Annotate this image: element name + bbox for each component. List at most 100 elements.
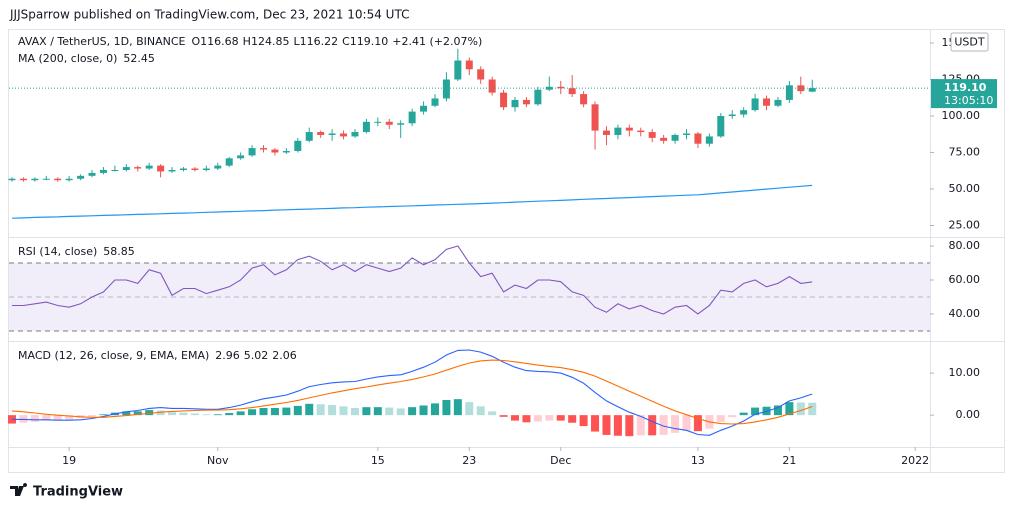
y-tick-label: 100.00 [942,109,981,122]
candle-body [54,178,62,181]
histogram-bar [225,413,234,416]
y-tick-label: 0.00 [956,408,981,421]
x-tick-label: 2022 [901,454,929,467]
y-tick-label: 50.00 [949,182,981,195]
candle-body [465,60,473,70]
candle-body [42,178,50,180]
candle-body [408,111,416,124]
y-tick-label: 25.00 [949,218,981,231]
candle-body [740,110,748,115]
histogram-bar [408,407,417,416]
candle-body [648,132,656,138]
candle-body [305,132,313,141]
candle-body [534,89,542,105]
candle-body [500,92,508,108]
histogram-bar [602,415,611,435]
candle-body [420,105,428,112]
rsi-value: 58.85 [103,245,135,258]
candle-body [797,85,805,92]
histogram-bar [248,409,257,416]
histogram-bar [293,405,302,416]
y-tick-label: 60.00 [949,273,981,286]
candle-body [682,133,690,135]
histogram-bar [236,411,245,416]
histogram-bar [648,415,657,436]
symbol-title: AVAX / TetherUS, 1D, BINANCE [18,35,186,48]
candle-body [614,127,622,135]
histogram-bar [682,415,691,431]
ma-line [11,184,813,219]
candle-body [179,168,187,170]
candle-body [168,169,176,172]
ohlc-letter: O [192,35,201,48]
histogram-bar [362,407,371,416]
histogram-bar [545,415,554,421]
histogram-bar [499,415,508,417]
histogram-bar [808,402,817,416]
candle-body [397,123,405,125]
histogram-bar [796,402,805,416]
candle-body [260,148,268,150]
histogram-bar [739,412,748,416]
y-tick-label: 10.00 [949,366,981,379]
candle-body [77,175,85,179]
candle-body [248,148,256,156]
candle-body [111,169,119,171]
candle-body [763,98,771,106]
histogram-bar [168,412,177,416]
candle-body [522,99,530,105]
histogram-bar [373,407,382,416]
candle-body [351,132,359,137]
histogram-value: 2.96 [215,349,240,362]
candle-body [191,168,199,170]
histogram-bar [785,402,794,416]
candle-body [431,98,439,106]
candle-body [340,133,348,137]
change-value: +2.41 (+2.07%) [392,35,482,48]
candle-body [637,130,645,133]
candle-body [511,99,519,108]
histogram-bar [282,407,291,416]
candle-body [728,114,736,116]
rsi-line [12,245,813,315]
histogram-bar [316,404,325,416]
y-tick-label: 80.00 [949,239,981,252]
candle-body [568,88,576,95]
ohlc-value: 119.10 [350,35,389,48]
candle-body [557,86,565,89]
last-price-tag [931,79,997,109]
candle-body [134,167,142,169]
currency-label: USDT [954,36,985,49]
x-tick-label: 21 [782,454,796,467]
countdown-label: 13:05:10 [944,94,993,107]
histogram-bar [30,415,39,422]
x-tick-label: Dec [550,454,571,467]
ohlc-letter: H [243,35,251,48]
histogram-bar [213,414,222,416]
chart-frame [8,29,1005,473]
candle-body [317,132,325,135]
candle-body [671,134,679,141]
histogram-bar [328,405,337,416]
histogram-bar [259,408,268,416]
candle-body [477,69,485,80]
currency-box [950,32,989,52]
candle-body [8,178,16,181]
x-tick-label: 23 [462,454,476,467]
logo-mark [10,483,28,496]
signal-value: 2.06 [272,349,297,362]
last-price-label: 119.10 [944,81,987,94]
ohlc-letter: L [293,35,300,48]
histogram-bar [476,406,485,416]
histogram-bar [99,414,108,416]
histogram-bar [636,415,645,436]
histogram-bar [88,415,97,417]
candle-body [294,140,302,152]
histogram-bar [751,407,760,416]
candle-body [237,155,245,159]
x-tick-label: 15 [371,454,385,467]
candle-body [660,137,668,141]
candle-body [694,133,702,144]
candle-body [717,115,725,137]
candle-body [19,178,27,181]
